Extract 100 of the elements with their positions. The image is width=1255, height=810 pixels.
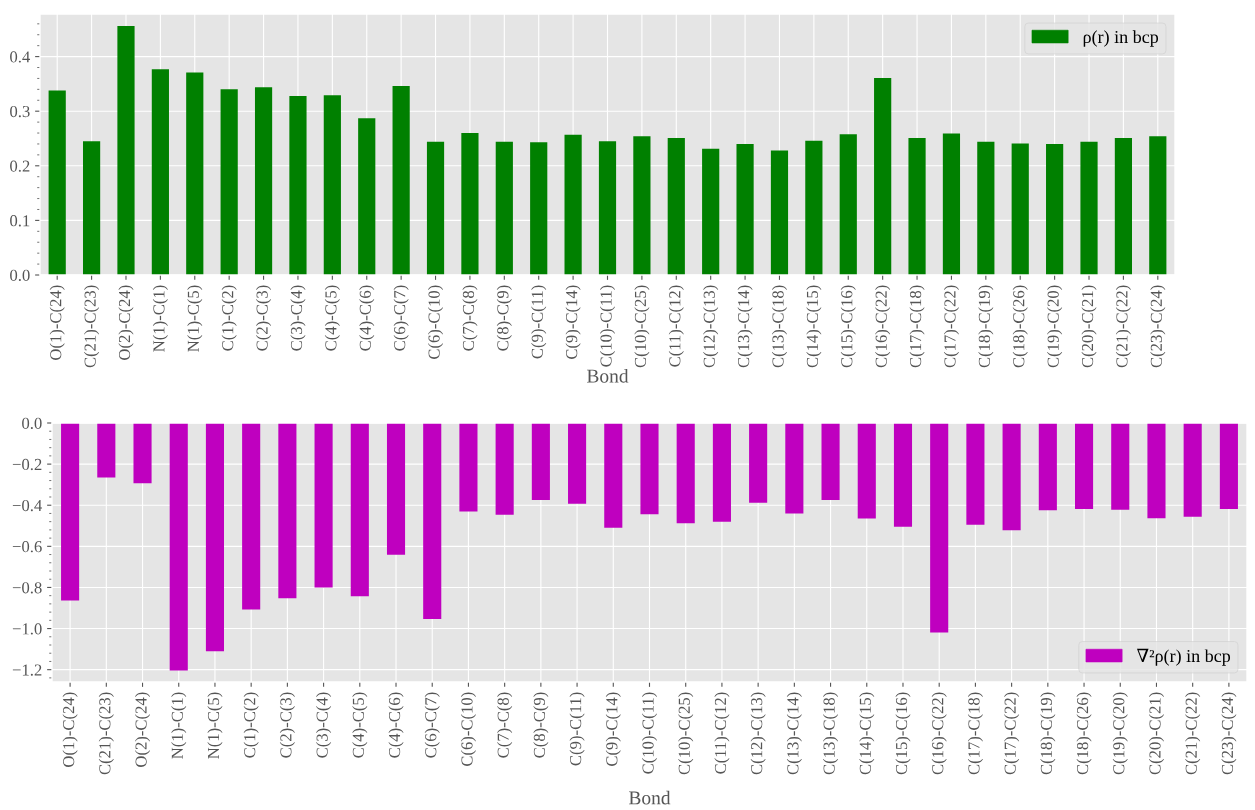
x-axis-title: Bond [628,790,671,805]
bar [1149,136,1167,275]
bar [598,141,617,275]
bar [1046,143,1064,275]
x-tick-label: C(18)-C(26) [1076,692,1092,775]
x-tick-label: C(10)-C(25) [634,285,650,368]
bar [151,69,169,275]
bar [254,87,273,275]
x-tick-label: C(9)-C(11) [569,692,585,766]
x-tick-label: C(4)-C(6) [359,285,375,351]
bar [392,86,410,275]
x-tick-label: C(13)-C(18) [823,692,839,775]
x-tick-label: C(4)-C(6) [388,692,404,758]
x-tick-label: C(16)-C(22) [875,285,891,368]
bar [977,141,995,275]
bar [633,136,651,275]
x-tick-label: O(1)-C(24) [49,285,65,360]
x-tick-label: O(1)-C(24) [62,692,78,767]
x-tick-label: C(3)-C(4) [316,692,332,758]
bar [117,26,135,275]
legend-label: ρ(r) in bcp [1083,30,1159,47]
y-tick-label: 0.3 [10,105,30,118]
bar [358,118,376,275]
x-tick-label: C(17)-C(22) [943,285,959,368]
x-tick-label: C(15)-C(16) [840,285,856,368]
x-tick-label: C(10)-C(11) [599,285,616,367]
x-tick-label: C(8)-C(9) [496,285,512,351]
bar [1011,143,1029,275]
y-tick-label: 0.2 [10,160,30,172]
x-tick-label: C(17)-C(22) [1004,692,1020,775]
bar [702,148,720,275]
x-tick-label: C(11)-C(12) [668,285,684,367]
x-tick-label: C(11)-C(12) [714,692,730,774]
x-tick-label: C(14)-C(15) [806,285,822,368]
x-tick-label: C(1)-C(2) [221,285,237,351]
bar [530,142,548,275]
x-tick-label: C(2)-C(3) [256,285,272,351]
y-tick-label: 0.1 [10,215,30,227]
bar [461,133,479,275]
bar [426,141,445,275]
x-tick-label: C(6)-C(7) [424,692,440,758]
bar [289,95,307,275]
x-tick-label: C(4)-C(5) [324,285,340,351]
x-tick-label: C(7)-C(8) [462,285,478,351]
bar [48,90,66,275]
x-tick-label: C(8)-C(9) [533,692,549,758]
x-tick-label: C(10)-C(25) [678,692,694,775]
x-tick-label: C(7)-C(8) [497,692,513,758]
x-tick-label: C(10)-C(11) [641,692,658,774]
legend-label: ∇²ρ(r) in bcp [1136,648,1231,666]
y-tick-label: −0.6 [12,541,42,553]
y-tick-label: −1.0 [12,623,42,635]
bar [805,140,823,275]
bar [220,89,238,275]
y-tick-label: 0.0 [10,269,30,282]
x-tick-label: C(9)-C(14) [605,692,621,767]
x-tick-label: C(6)-C(10) [460,692,476,767]
x-tick-label: C(15)-C(16) [895,692,911,775]
x-tick-label: C(14)-C(15) [859,692,875,775]
x-tick-label: C(23)-C(24) [1150,285,1166,368]
bar [1080,141,1098,275]
x-axis-title: Bond [586,368,629,383]
x-tick-label: C(18)-C(19) [1040,692,1056,775]
x-tick-label: C(13)-C(14) [737,285,753,368]
x-tick-label: N(1)-C(1) [152,285,168,352]
bar [495,141,513,275]
bar [1114,137,1133,275]
bar [736,143,754,275]
y-tick-label: −0.8 [12,582,42,594]
x-tick-label: C(18)-C(19) [978,285,994,368]
x-tick-label: C(9)-C(11) [531,285,547,359]
bar [908,137,926,275]
x-tick-label: C(19)-C(20) [1112,692,1128,775]
x-tick-label: C(23)-C(24) [1221,692,1237,775]
x-tick-label: N(1)-C(5) [187,285,203,352]
y-tick-label: −0.4 [12,499,43,512]
x-tick-label: C(3)-C(4) [290,285,306,351]
x-tick-label: O(2)-C(24) [134,692,151,767]
x-tick-label: C(6)-C(7) [393,285,409,351]
x-tick-label: O(2)-C(24) [118,285,134,360]
bar [82,141,101,275]
x-tick-label: C(13)-C(14) [786,692,802,775]
x-tick-label: C(2)-C(3) [279,692,295,758]
x-tick-label: C(21)-C(22) [1115,285,1131,368]
x-tick-label: C(12)-C(13) [750,692,766,775]
x-tick-label: C(4)-C(5) [352,692,368,758]
x-tick-label: C(1)-C(2) [243,692,259,758]
x-tick-label: C(21)-C(22) [1185,692,1201,775]
bar [874,77,892,275]
bar [667,137,685,275]
x-tick-label: C(21)-C(23) [84,285,100,368]
bar [942,133,961,275]
x-tick-label: N(1)-C(5) [207,692,223,759]
x-tick-label: C(13)-C(18) [771,285,788,368]
x-tick-label: C(20)-C(21) [1081,285,1097,368]
x-tick-label: C(12)-C(13) [703,285,719,368]
x-tick-label: C(21)-C(23) [98,692,114,775]
x-tick-label: C(6)-C(10) [427,285,444,360]
x-tick-label: C(17)-C(18) [909,285,925,368]
x-tick-label: C(18)-C(26) [1012,285,1028,368]
